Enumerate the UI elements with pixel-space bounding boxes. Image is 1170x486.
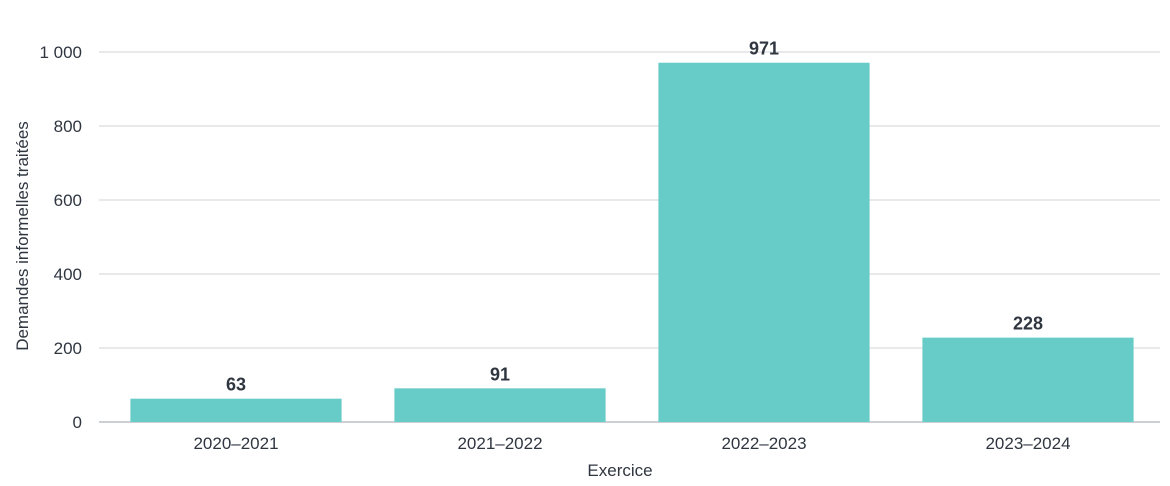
bars [130, 62, 1134, 422]
y-tick-label: 1 000 [39, 43, 82, 62]
y-axis-title: Demandes informelles traitées [13, 121, 32, 351]
bar [658, 62, 870, 422]
bar [394, 388, 606, 422]
bar [922, 337, 1134, 422]
y-tick-label: 800 [54, 117, 82, 136]
x-tick-label: 2023–2024 [985, 434, 1070, 453]
y-tick-label: 0 [73, 413, 82, 432]
y-tick-label: 400 [54, 265, 82, 284]
bar-value-label: 971 [749, 39, 779, 59]
bar-value-label: 63 [226, 375, 246, 395]
x-tick-label: 2021–2022 [457, 434, 542, 453]
x-axis-title: Exercice [587, 461, 652, 480]
bar-value-labels: 63 91 971 228 [226, 39, 1043, 395]
x-tick-label: 2022–2023 [721, 434, 806, 453]
x-tick-label: 2020–2021 [193, 434, 278, 453]
y-tick-label: 600 [54, 191, 82, 210]
bar-value-label: 91 [490, 364, 510, 384]
x-axis-ticks: 2020–2021 2021–2022 2022–2023 2023–2024 [193, 434, 1070, 453]
y-tick-label: 200 [54, 339, 82, 358]
y-axis-ticks: 0 200 400 600 800 1 000 [39, 43, 82, 432]
bar-value-label: 228 [1013, 314, 1043, 334]
bar [130, 398, 342, 422]
